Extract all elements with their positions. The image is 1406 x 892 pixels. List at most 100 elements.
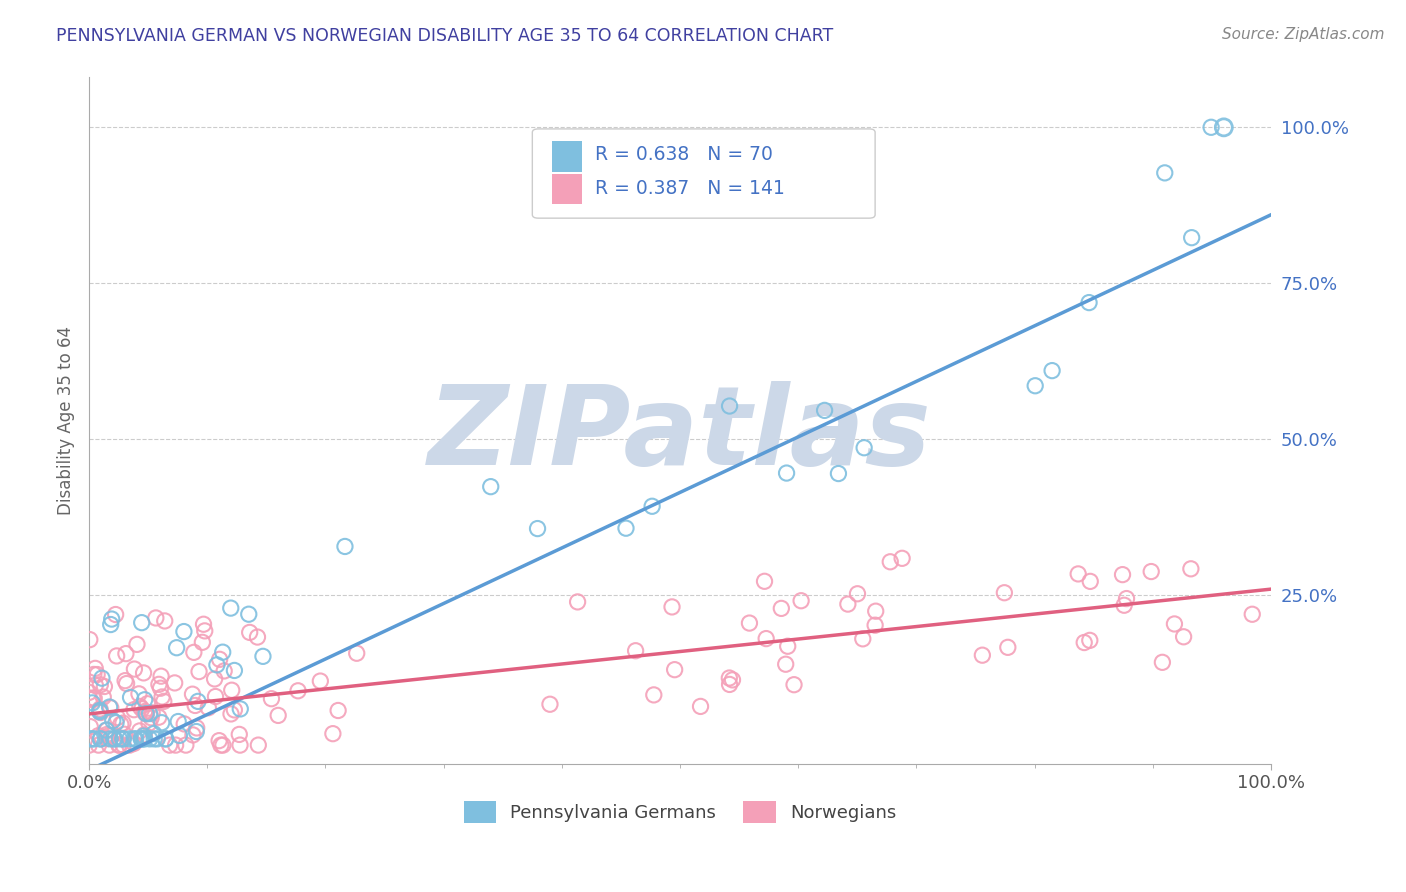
Norwegians	[246, 630, 269, 644]
Norwegians	[326, 704, 349, 718]
Norwegians	[224, 703, 246, 717]
Pennsylvania Germans	[775, 466, 797, 480]
Pennsylvania Germans	[111, 731, 134, 746]
Norwegians	[1152, 656, 1174, 670]
Norwegians	[91, 690, 114, 704]
Norwegians	[174, 738, 197, 752]
Pennsylvania Germans	[134, 692, 156, 706]
Norwegians	[84, 678, 107, 692]
Norwegians	[101, 728, 124, 742]
Norwegians	[204, 690, 226, 704]
Norwegians	[1078, 633, 1101, 648]
Pennsylvania Germans	[90, 671, 112, 685]
Norwegians	[208, 652, 231, 666]
Norwegians	[100, 701, 122, 715]
Pennsylvania Germans	[103, 731, 125, 746]
Pennsylvania Germans	[132, 729, 155, 743]
Norwegians	[309, 674, 332, 689]
Pennsylvania Germans	[211, 645, 233, 659]
Pennsylvania Germans	[79, 731, 101, 746]
Pennsylvania Germans	[143, 731, 166, 746]
Norwegians	[115, 676, 138, 690]
Norwegians	[145, 611, 167, 625]
Norwegians	[150, 690, 173, 704]
Norwegians	[538, 698, 561, 712]
Norwegians	[322, 726, 344, 740]
Norwegians	[267, 708, 290, 723]
Norwegians	[879, 555, 901, 569]
Pennsylvania Germans	[219, 601, 242, 615]
Norwegians	[125, 637, 148, 651]
Norwegians	[115, 647, 138, 661]
Norwegians	[96, 731, 118, 746]
Pennsylvania Germans	[112, 731, 135, 746]
Norwegians	[98, 738, 121, 752]
Legend: Pennsylvania Germans, Norwegians: Pennsylvania Germans, Norwegians	[464, 801, 897, 823]
Norwegians	[134, 705, 156, 719]
Norwegians	[79, 632, 101, 647]
Norwegians	[1173, 630, 1195, 644]
Norwegians	[104, 607, 127, 622]
Norwegians	[221, 683, 243, 698]
Norwegians	[128, 723, 150, 738]
Norwegians	[197, 700, 219, 714]
Pennsylvania Germans	[1199, 120, 1222, 135]
Pennsylvania Germans	[89, 703, 111, 717]
Norwegians	[138, 716, 160, 731]
Norwegians	[153, 694, 176, 708]
Pennsylvania Germans	[120, 690, 142, 705]
Norwegians	[188, 665, 211, 679]
Norwegians	[96, 727, 118, 741]
Norwegians	[247, 738, 270, 752]
Norwegians	[135, 706, 157, 721]
Norwegians	[661, 599, 683, 614]
Norwegians	[1180, 562, 1202, 576]
Norwegians	[87, 738, 110, 752]
Pennsylvania Germans	[187, 694, 209, 708]
Norwegians	[755, 632, 778, 646]
Pennsylvania Germans	[813, 403, 835, 417]
Pennsylvania Germans	[853, 441, 876, 455]
Norwegians	[84, 661, 107, 675]
Norwegians	[193, 617, 215, 632]
Norwegians	[141, 711, 163, 725]
Norwegians	[863, 618, 886, 632]
Norwegians	[153, 614, 176, 628]
Pennsylvania Germans	[167, 714, 190, 729]
Norwegians	[90, 706, 112, 720]
Norwegians	[1115, 591, 1137, 606]
Pennsylvania Germans	[252, 649, 274, 664]
Pennsylvania Germans	[1078, 295, 1101, 310]
Pennsylvania Germans	[118, 731, 141, 746]
Norwegians	[82, 691, 104, 706]
Norwegians	[107, 738, 129, 752]
Pennsylvania Germans	[100, 612, 122, 626]
Pennsylvania Germans	[108, 731, 131, 746]
Pennsylvania Germans	[155, 731, 177, 746]
Norwegians	[718, 677, 741, 691]
Norwegians	[105, 648, 128, 663]
Norwegians	[219, 706, 242, 721]
Pennsylvania Germans	[100, 617, 122, 632]
Pennsylvania Germans	[186, 724, 208, 739]
Norwegians	[852, 632, 875, 646]
Text: PENNSYLVANIA GERMAN VS NORWEGIAN DISABILITY AGE 35 TO 64 CORRELATION CHART: PENNSYLVANIA GERMAN VS NORWEGIAN DISABIL…	[56, 27, 834, 45]
Norwegians	[89, 678, 111, 692]
Norwegians	[837, 597, 859, 611]
Norwegians	[1073, 635, 1095, 649]
Norwegians	[209, 738, 232, 752]
Norwegians	[87, 729, 110, 743]
Norwegians	[1067, 566, 1090, 581]
Norwegians	[260, 691, 283, 706]
Norwegians	[118, 738, 141, 752]
Pennsylvania Germans	[98, 700, 121, 714]
Norwegians	[110, 717, 132, 731]
Norwegians	[83, 667, 105, 681]
Norwegians	[567, 595, 589, 609]
Norwegians	[790, 593, 813, 607]
Bar	[553, 174, 582, 204]
Pennsylvania Germans	[169, 728, 191, 742]
Pennsylvania Germans	[83, 731, 105, 746]
Norwegians	[346, 646, 368, 660]
Pennsylvania Germans	[89, 705, 111, 719]
